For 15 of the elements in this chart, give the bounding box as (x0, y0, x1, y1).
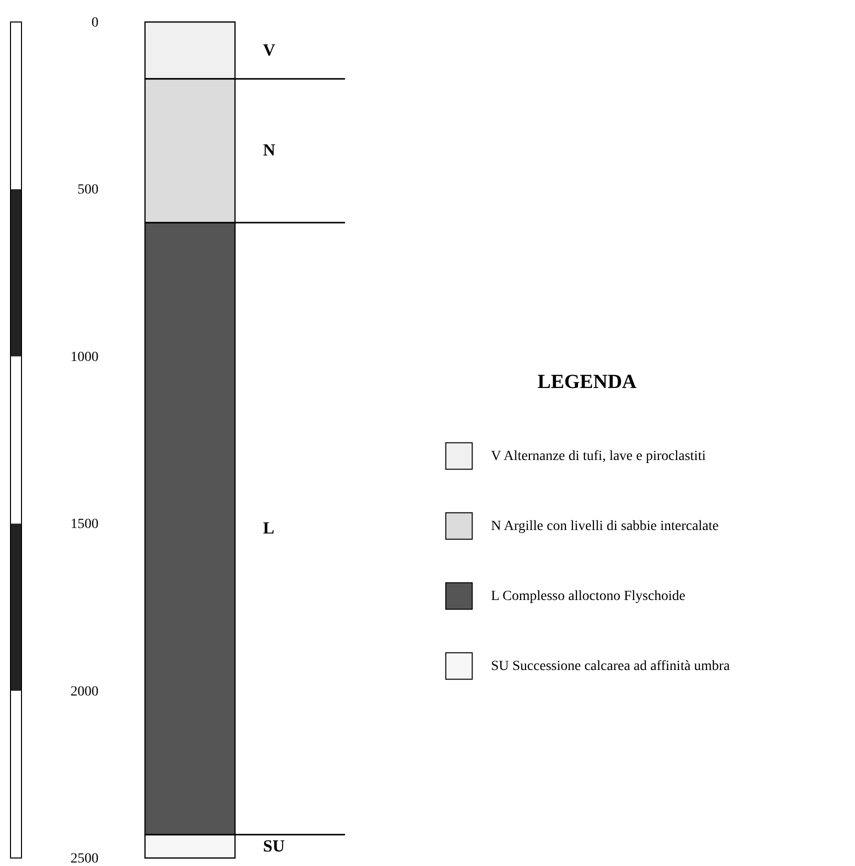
y-tick-label: 500 (78, 182, 98, 198)
legend-label: N Argille con livelli di sabbie intercalate (491, 519, 719, 534)
annotation: V (263, 40, 276, 60)
legend-label: V Alternanze di tufi, lave e piroclastiti (491, 449, 706, 464)
annotation: N (263, 140, 276, 160)
y-tick-label: 1500 (70, 517, 98, 532)
legend-title: LEGENDA (538, 371, 638, 393)
y-tick-label: 2000 (70, 684, 98, 700)
y-tick-label: 1000 (70, 350, 98, 365)
annotation: SU (263, 836, 285, 856)
annotation: L (263, 518, 274, 538)
y-tick-label: 2500 (70, 852, 98, 866)
legend-label: L Complesso alloctono Flyschoide (491, 589, 686, 604)
legend-label: SU Successione calcarea ad affinità umbra (491, 659, 731, 674)
y-tick-label: 0 (92, 16, 98, 30)
